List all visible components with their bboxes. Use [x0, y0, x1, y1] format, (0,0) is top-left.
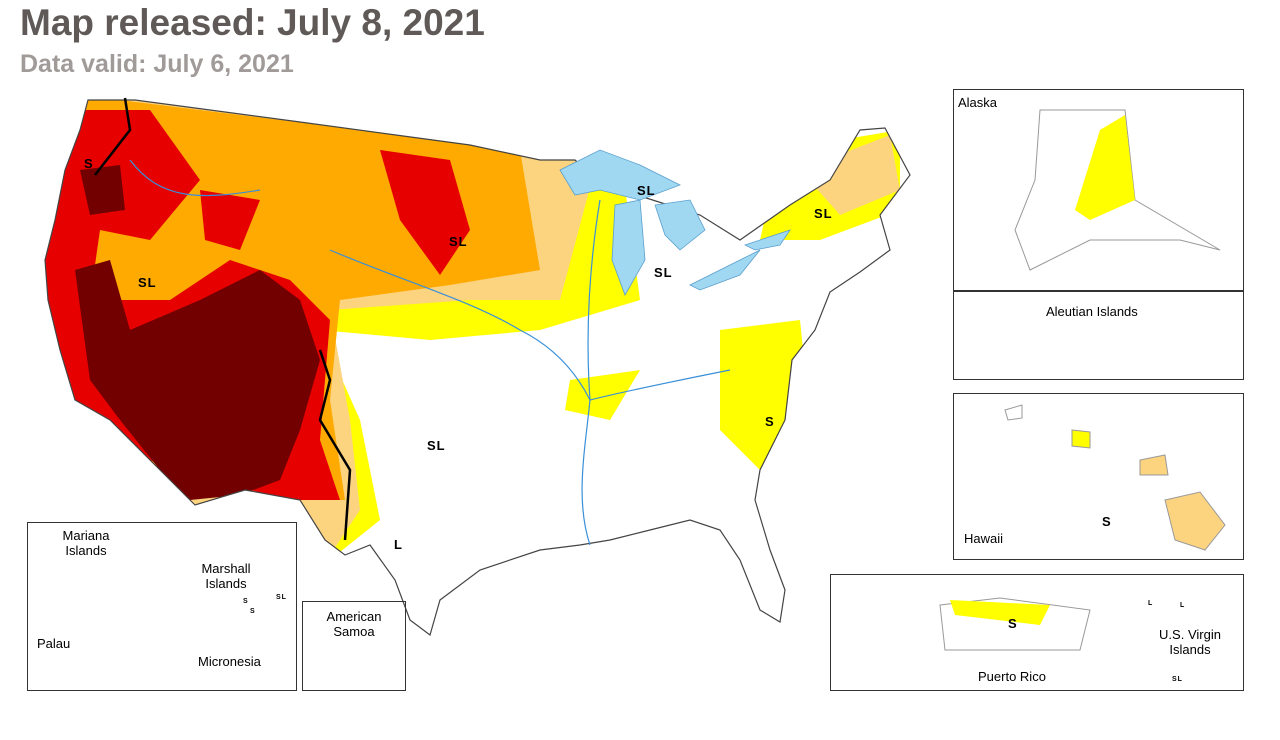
inset-label: Mariana Islands: [62, 528, 110, 558]
great-lakes: [559, 149, 791, 296]
pacific-inset: [27, 522, 297, 691]
samoa-inset: [302, 601, 406, 691]
alaska-inset: [953, 89, 1244, 291]
aleutian-inset: [953, 291, 1244, 380]
inset-label: U.S. Virgin Islands: [1159, 627, 1221, 657]
hawaii-inset: [953, 393, 1244, 560]
inset-label: Puerto Rico: [978, 669, 1046, 684]
inset-label: Aleutian Islands: [1046, 304, 1138, 319]
impact-label: SL: [276, 594, 287, 601]
impact-label: S: [1008, 616, 1018, 631]
impact-label: S: [250, 608, 256, 615]
impact-label: S: [765, 414, 775, 429]
drought-layer: [45, 100, 900, 560]
impact-label: SL: [637, 183, 656, 198]
puerto-rico-inset: [830, 574, 1244, 691]
impact-label: S: [84, 156, 94, 171]
impact-label: SL: [654, 265, 673, 280]
inset-shapes: [939, 109, 1226, 651]
impact-label: SL: [138, 275, 157, 290]
impact-label: SL: [427, 438, 446, 453]
impact-label: SL: [814, 206, 833, 221]
title: Map released: July 8, 2021: [20, 2, 485, 43]
impact-boundary: [94, 97, 352, 541]
impact-label: L: [1180, 602, 1186, 609]
rivers: [129, 159, 731, 546]
impact-label: SL: [449, 234, 468, 249]
inset-label: Micronesia: [198, 654, 261, 669]
inset-label: Marshall Islands: [201, 561, 251, 591]
impact-label: S: [1102, 514, 1112, 529]
inset-label: American Samoa: [326, 609, 382, 639]
inset-label: Hawaii: [964, 531, 1004, 546]
inset-label: Alaska: [958, 95, 998, 110]
subtitle: Data valid: July 6, 2021: [20, 50, 294, 78]
impact-label: S: [243, 598, 249, 605]
impact-label: SL: [1172, 676, 1183, 683]
impact-label: L: [394, 537, 403, 552]
inset-label: Palau: [37, 636, 71, 651]
impact-label: L: [1148, 600, 1154, 607]
us-outline: [44, 99, 911, 637]
